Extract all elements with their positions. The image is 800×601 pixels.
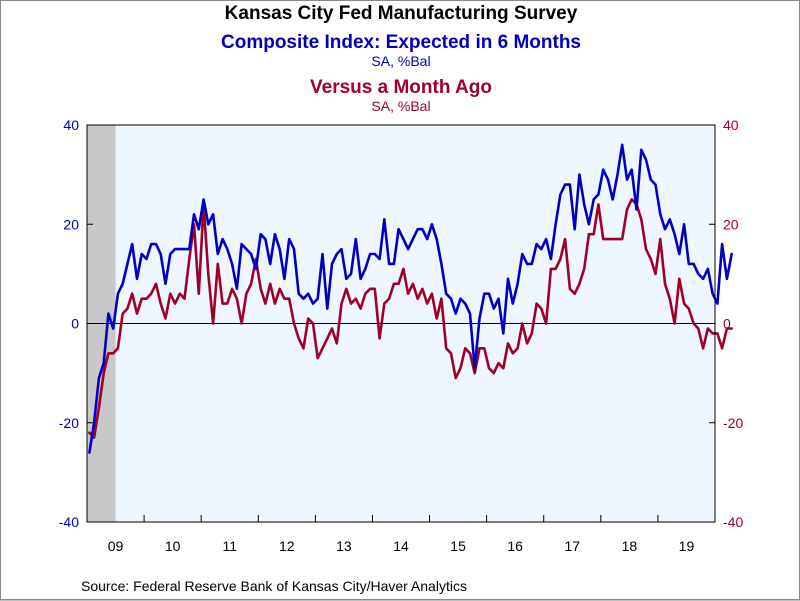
- series-expected-6-months-line: [88, 143, 734, 454]
- source-note: Source: Federal Reserve Bank of Kansas C…: [81, 578, 467, 594]
- right-tick-label: 20: [723, 216, 739, 232]
- x-tick-label: 18: [622, 538, 638, 554]
- series1-title: Composite Index: Expected in 6 Months: [221, 32, 581, 53]
- x-axis-labels: 09 10 11 12 13 14 15 16 17 18 19: [108, 538, 695, 554]
- left-tick-label: 0: [71, 316, 79, 332]
- right-tick-label: -40: [723, 514, 743, 530]
- left-axis: 40 20 0 -20 -40: [59, 117, 93, 530]
- right-axis: 40 20 0 -20 -40: [709, 117, 743, 530]
- series2-title: Versus a Month Ago: [310, 77, 492, 98]
- left-tick-label: -20: [59, 415, 79, 431]
- x-tick-label: 15: [450, 538, 466, 554]
- left-tick-label: 20: [63, 216, 79, 232]
- series1-units: SA, %Bal: [371, 53, 431, 69]
- x-tick-label: 13: [336, 538, 352, 554]
- x-tick-label: 17: [564, 538, 580, 554]
- x-axis-ticks: [143, 515, 659, 522]
- series-versus-month-ago-line: [88, 198, 734, 439]
- x-tick-label: 10: [165, 538, 181, 554]
- right-tick-label: 0: [723, 316, 731, 332]
- left-tick-label: -40: [59, 514, 79, 530]
- x-tick-label: 12: [279, 538, 295, 554]
- x-tick-label: 09: [108, 538, 124, 554]
- right-tick-label: -20: [723, 415, 743, 431]
- left-tick-label: 40: [63, 117, 79, 133]
- x-tick-label: 14: [393, 538, 409, 554]
- series2-units: SA, %Bal: [371, 98, 431, 114]
- x-tick-label: 11: [222, 538, 237, 554]
- x-tick-label: 19: [679, 538, 695, 554]
- x-tick-label: 16: [507, 538, 523, 554]
- right-tick-label: 40: [723, 117, 739, 133]
- chart-title: Kansas City Fed Manufacturing Survey: [224, 3, 578, 24]
- series-layer: [88, 143, 734, 454]
